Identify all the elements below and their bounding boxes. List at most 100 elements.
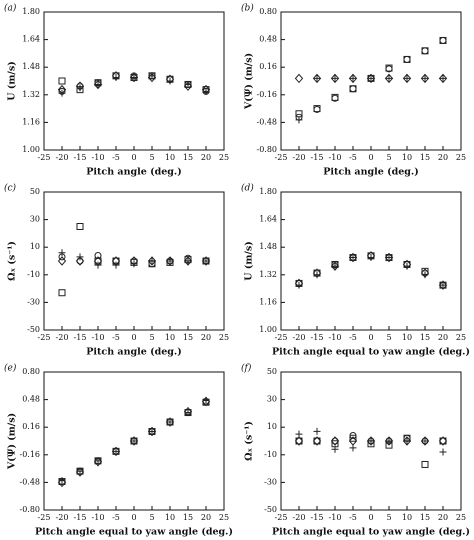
marker-plus [367, 254, 375, 262]
y-tick-label: 0.80 [22, 367, 40, 376]
x-tick-label: -15 [311, 333, 324, 342]
y-tick-label: -0.80 [19, 505, 40, 514]
marker-diamond [348, 73, 358, 84]
x-tick-label: 0 [131, 153, 136, 162]
marker-diamond [402, 436, 412, 446]
x-tick-label: 25 [219, 333, 229, 342]
marker-plus [148, 72, 156, 80]
marker-diamond [147, 256, 157, 266]
marker-plus [331, 262, 339, 270]
marker-plus [313, 74, 321, 82]
y-tick-label: 1.64 [22, 35, 40, 44]
y-tick-label: -0.16 [256, 90, 277, 99]
x-tick-label: -25 [275, 513, 288, 522]
marker-diamond [384, 436, 394, 446]
marker-circle [94, 251, 102, 259]
marker-plus [166, 418, 174, 426]
x-tick-label: -20 [293, 333, 306, 342]
x-tick-label: 25 [219, 513, 229, 522]
marker-diamond [294, 436, 304, 446]
marker-plus [112, 261, 120, 269]
marker-plus [439, 74, 447, 82]
x-tick-label: 15 [420, 513, 430, 522]
marker-circle [331, 94, 339, 102]
x-tick-label: -15 [74, 513, 87, 522]
x-tick-label: -10 [329, 513, 342, 522]
x-tick-label: -15 [311, 513, 324, 522]
marker-diamond [312, 436, 322, 446]
marker-plus [385, 254, 393, 262]
y-tick-label: 1.64 [259, 215, 277, 224]
y-tick-label: 1.48 [22, 62, 40, 71]
x-tick-label: -20 [293, 513, 306, 522]
y-tick-label: -10 [27, 270, 40, 279]
y-tick-label: 1.00 [259, 325, 277, 334]
y-tick-label: 0.16 [259, 62, 277, 71]
marker-plus [148, 428, 156, 436]
x-tick-label: -5 [112, 153, 120, 162]
x-axis-title: Pitch angle equal to yaw angle (deg.) [272, 527, 470, 538]
marker-plus [76, 84, 84, 92]
marker-circle [439, 36, 447, 44]
panel-label: (c) [4, 183, 17, 194]
marker-circle [313, 105, 321, 113]
marker-plus [76, 253, 84, 261]
marker-plus [403, 262, 411, 270]
marker-circle [403, 55, 411, 63]
marker-circle [421, 47, 429, 55]
marker-diamond [420, 73, 430, 84]
marker-plus [184, 80, 192, 88]
y-axis-title: U (m/s) [7, 61, 18, 100]
marker-plus [94, 261, 102, 269]
x-tick-label: 20 [438, 513, 448, 522]
y-tick-label: -0.48 [256, 117, 277, 126]
x-tick-label: -15 [74, 333, 87, 342]
marker-plus [130, 260, 138, 268]
marker-square [349, 434, 357, 442]
y-tick-label: 1.80 [22, 7, 40, 16]
x-tick-label: 25 [456, 513, 466, 522]
x-tick-label: 15 [420, 333, 430, 342]
marker-plus [76, 467, 84, 475]
x-tick-label: -10 [92, 513, 105, 522]
x-tick-label: 0 [368, 153, 373, 162]
marker-plus [295, 281, 303, 289]
x-tick-label: 0 [368, 513, 373, 522]
x-tick-label: -10 [329, 153, 342, 162]
y-tick-label: 30 [30, 215, 40, 224]
x-axis-title: Pitch angle (deg.) [86, 167, 181, 178]
marker-plus [184, 257, 192, 265]
x-axis-title: Pitch angle equal to yaw angle (deg.) [272, 347, 470, 358]
x-tick-label: -15 [311, 153, 324, 162]
marker-diamond [165, 417, 175, 427]
y-tick-label: -0.80 [256, 145, 277, 154]
marker-plus [439, 448, 447, 456]
marker-diamond [93, 79, 103, 90]
y-tick-label: -30 [264, 477, 277, 486]
marker-plus [385, 74, 393, 82]
panel-label: (e) [4, 363, 17, 374]
x-tick-label: -25 [38, 153, 51, 162]
y-tick-label: 0.16 [22, 422, 40, 431]
marker-diamond [438, 280, 448, 290]
panel-label: (b) [241, 3, 254, 14]
x-tick-label: 5 [149, 513, 154, 522]
marker-diamond [366, 73, 376, 84]
marker-plus [367, 74, 375, 82]
marker-plus [184, 409, 192, 417]
marker-plus [130, 437, 138, 445]
marker-square [421, 460, 429, 468]
x-tick-label: 10 [402, 153, 412, 162]
x-tick-label: -10 [92, 153, 105, 162]
marker-plus [295, 430, 303, 438]
marker-plus [148, 257, 156, 265]
x-tick-label: -5 [349, 333, 357, 342]
y-tick-label: 50 [267, 367, 277, 376]
x-tick-label: -20 [293, 153, 306, 162]
marker-plus [58, 477, 66, 485]
marker-diamond [366, 436, 376, 446]
marker-diamond [438, 436, 448, 446]
marker-diamond [330, 261, 340, 271]
x-tick-label: -5 [112, 513, 120, 522]
x-tick-label: -25 [38, 513, 51, 522]
